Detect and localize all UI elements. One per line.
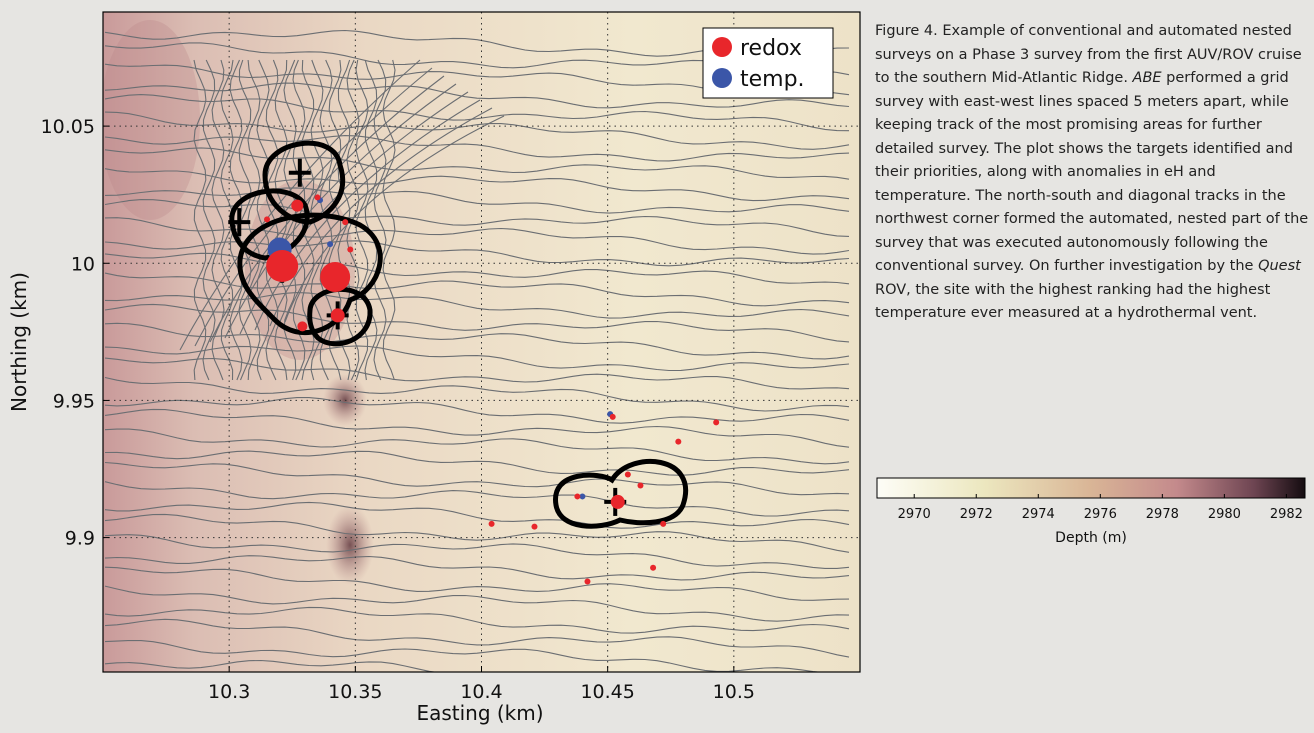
colorbar-tick-label: 2978 [1146,507,1179,522]
page: {"chart_data": { "type": "scatter", "xla… [0,0,1314,733]
legend-label: temp. [740,67,805,92]
y-tick-label: 10.05 [41,116,95,138]
y-tick-label: 9.95 [53,390,95,412]
data-point [660,521,666,527]
data-point [347,247,353,253]
caption-italic: Quest [1258,258,1301,274]
data-point [625,471,631,477]
data-point [327,241,333,247]
colorbar: Depth (m) 2970 2972 2974 2976 2978 2980 2982 [870,470,1310,580]
y-axis-label: Northing (km) [7,272,31,412]
colorbar-tick-label: 2976 [1084,507,1117,522]
data-point [331,308,345,322]
caption: Figure 4. Example of conventional and au… [875,20,1311,326]
chart: redox temp. Easting (km) Northing (km) 10… [0,0,870,733]
data-point [314,194,320,200]
data-point [713,419,719,425]
colorbar-tick-label: 2972 [960,507,993,522]
data-point [297,321,307,331]
x-tick-label: 10.35 [328,681,382,703]
data-point [320,262,350,292]
legend-marker [712,68,732,88]
data-point [489,521,495,527]
data-point [266,250,298,282]
x-tick-label: 10.5 [713,681,755,703]
data-point [264,216,270,222]
colorbar-tick-label: 2974 [1022,507,1055,522]
legend-label: redox [740,36,802,61]
caption-italic: ABE [1133,70,1162,86]
data-point [531,524,537,530]
legend-marker [712,37,732,57]
data-point [291,200,303,212]
legend: redox temp. [703,28,833,98]
data-point [574,493,580,499]
y-tick-label: 10 [71,253,95,275]
y-tick-label: 9.9 [65,528,95,550]
caption-text: ROV, the site with the highest ranking h… [875,282,1270,322]
data-point [342,219,348,225]
data-point [611,495,625,509]
data-point [584,578,590,584]
colorbar-tick-label: 2970 [898,507,931,522]
data-point [637,482,643,488]
data-point [650,565,656,571]
data-point [675,439,681,445]
colorbar-tick-label: 2982 [1270,507,1303,522]
x-tick-label: 10.45 [580,681,634,703]
caption-text: performed a grid survey with east-west l… [875,70,1308,274]
colorbar-label: Depth (m) [1055,530,1127,546]
x-axis-label: Easting (km) [416,701,543,725]
colorbar-tick-label: 2980 [1208,507,1241,522]
x-tick-label: 10.4 [460,681,502,703]
x-tick-label: 10.3 [208,681,250,703]
data-point [610,414,616,420]
colorbar-scale [877,478,1305,498]
